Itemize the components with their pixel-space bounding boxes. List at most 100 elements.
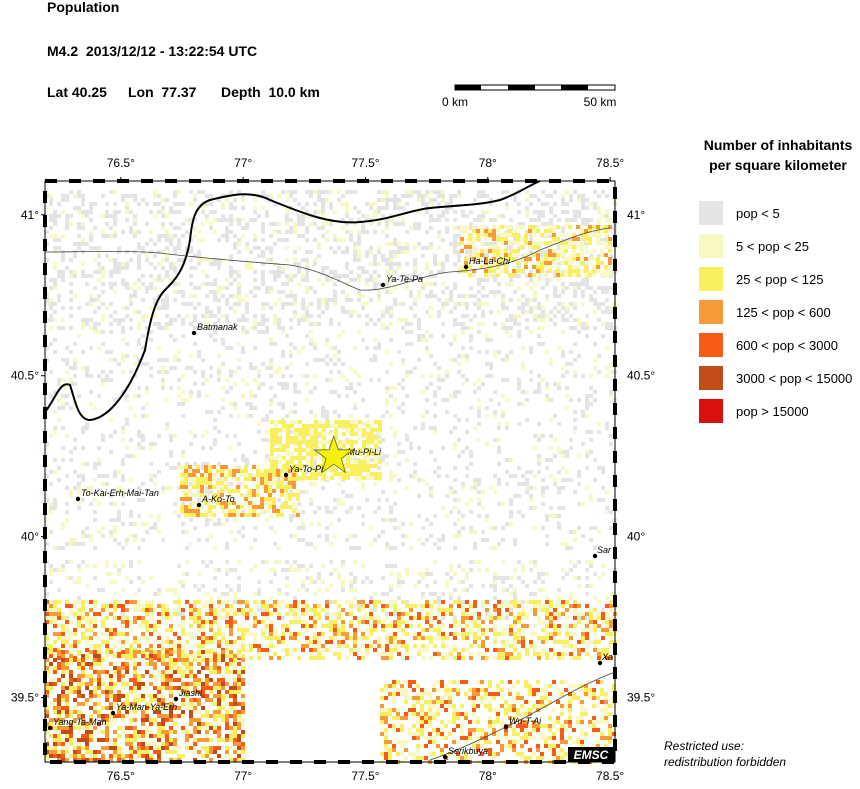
pop-cell xyxy=(280,477,284,481)
pop-cell xyxy=(261,632,265,636)
pop-cell xyxy=(346,460,350,464)
pop-cell xyxy=(133,600,137,604)
pop-cell xyxy=(261,282,265,286)
pop-cell xyxy=(285,302,289,306)
pop-cell xyxy=(89,294,93,298)
pop-cell xyxy=(181,628,185,632)
pop-cell xyxy=(321,226,325,230)
pop-cell xyxy=(485,406,489,410)
pop-cell xyxy=(45,230,49,234)
pop-cell xyxy=(537,616,541,620)
pop-cell xyxy=(321,222,325,226)
pop-cell xyxy=(229,632,233,636)
pop-cell xyxy=(445,584,449,588)
pop-cell xyxy=(429,486,433,490)
pop-cell xyxy=(189,636,193,640)
pop-cell xyxy=(405,190,409,194)
pop-cell xyxy=(233,234,237,238)
pop-cell xyxy=(565,572,569,576)
pop-cell xyxy=(472,245,476,249)
pop-cell xyxy=(73,242,77,246)
pop-cell xyxy=(309,636,313,640)
pop-cell xyxy=(373,262,377,266)
pop-cell xyxy=(425,202,429,206)
pop-cell xyxy=(349,190,353,194)
pop-cell xyxy=(345,386,349,390)
pop-cell xyxy=(278,420,282,424)
pop-cell xyxy=(253,198,257,202)
pop-cell xyxy=(289,564,293,568)
pop-cell xyxy=(61,258,65,262)
pop-cell xyxy=(453,572,457,576)
pop-cell xyxy=(433,282,437,286)
pop-cell xyxy=(181,390,185,394)
pop-cell xyxy=(205,620,209,624)
pop-cell xyxy=(604,233,608,237)
pop-cell xyxy=(65,218,69,222)
pop-cell xyxy=(133,454,137,458)
pop-cell xyxy=(460,265,464,269)
pop-cell xyxy=(369,298,373,302)
pop-cell xyxy=(208,509,212,513)
pop-cell xyxy=(77,306,81,310)
pop-cell xyxy=(533,434,537,438)
pop-cell xyxy=(109,302,113,306)
pop-cell xyxy=(601,310,605,314)
pop-cell xyxy=(189,394,193,398)
pop-cell xyxy=(361,302,365,306)
pop-cell xyxy=(241,206,245,210)
pop-cell xyxy=(89,644,93,648)
pop-cell xyxy=(377,534,381,538)
pop-cell xyxy=(73,446,77,450)
pop-cell xyxy=(161,604,165,608)
pop-cell xyxy=(209,314,213,318)
pop-cell xyxy=(125,418,129,422)
pop-cell xyxy=(533,526,537,530)
pop-cell xyxy=(189,274,193,278)
pop-cell xyxy=(232,477,236,481)
pop-cell xyxy=(589,394,593,398)
pop-cell xyxy=(577,210,581,214)
pop-cell xyxy=(585,286,589,290)
pop-cell xyxy=(509,592,513,596)
pop-cell xyxy=(349,366,353,370)
pop-cell xyxy=(544,265,548,269)
pop-cell xyxy=(425,346,429,350)
pop-cell xyxy=(125,202,129,206)
pop-cell xyxy=(453,616,457,620)
pop-cell xyxy=(293,198,297,202)
pop-cell xyxy=(353,254,357,258)
pop-cell xyxy=(337,246,341,250)
pop-cell xyxy=(593,206,597,210)
pop-cell xyxy=(252,477,256,481)
pop-cell xyxy=(149,474,153,478)
pop-cell xyxy=(273,628,277,632)
pop-cell xyxy=(405,230,409,234)
pop-cell xyxy=(241,298,245,302)
pop-cell xyxy=(197,588,201,592)
pop-cell xyxy=(589,538,593,542)
pop-cell xyxy=(517,382,521,386)
pop-cell xyxy=(333,270,337,274)
pop-cell xyxy=(353,278,357,282)
pop-cell xyxy=(585,414,589,418)
pop-cell xyxy=(273,322,277,326)
pop-cell xyxy=(429,306,433,310)
pop-cell xyxy=(357,238,361,242)
pop-cell xyxy=(321,282,325,286)
pop-cell xyxy=(381,322,385,326)
pop-cell xyxy=(73,648,77,652)
pop-cell xyxy=(53,238,57,242)
pop-cell xyxy=(217,644,221,648)
pop-cell xyxy=(305,490,309,494)
pop-cell xyxy=(337,322,341,326)
pop-cell xyxy=(521,362,525,366)
pop-cell xyxy=(265,608,269,612)
pop-cell xyxy=(485,294,489,298)
pop-cell xyxy=(149,604,153,608)
pop-cell xyxy=(337,274,341,278)
pop-cell xyxy=(366,424,370,428)
pop-cell xyxy=(105,572,109,576)
pop-cell xyxy=(493,576,497,580)
pop-cell xyxy=(468,273,472,277)
